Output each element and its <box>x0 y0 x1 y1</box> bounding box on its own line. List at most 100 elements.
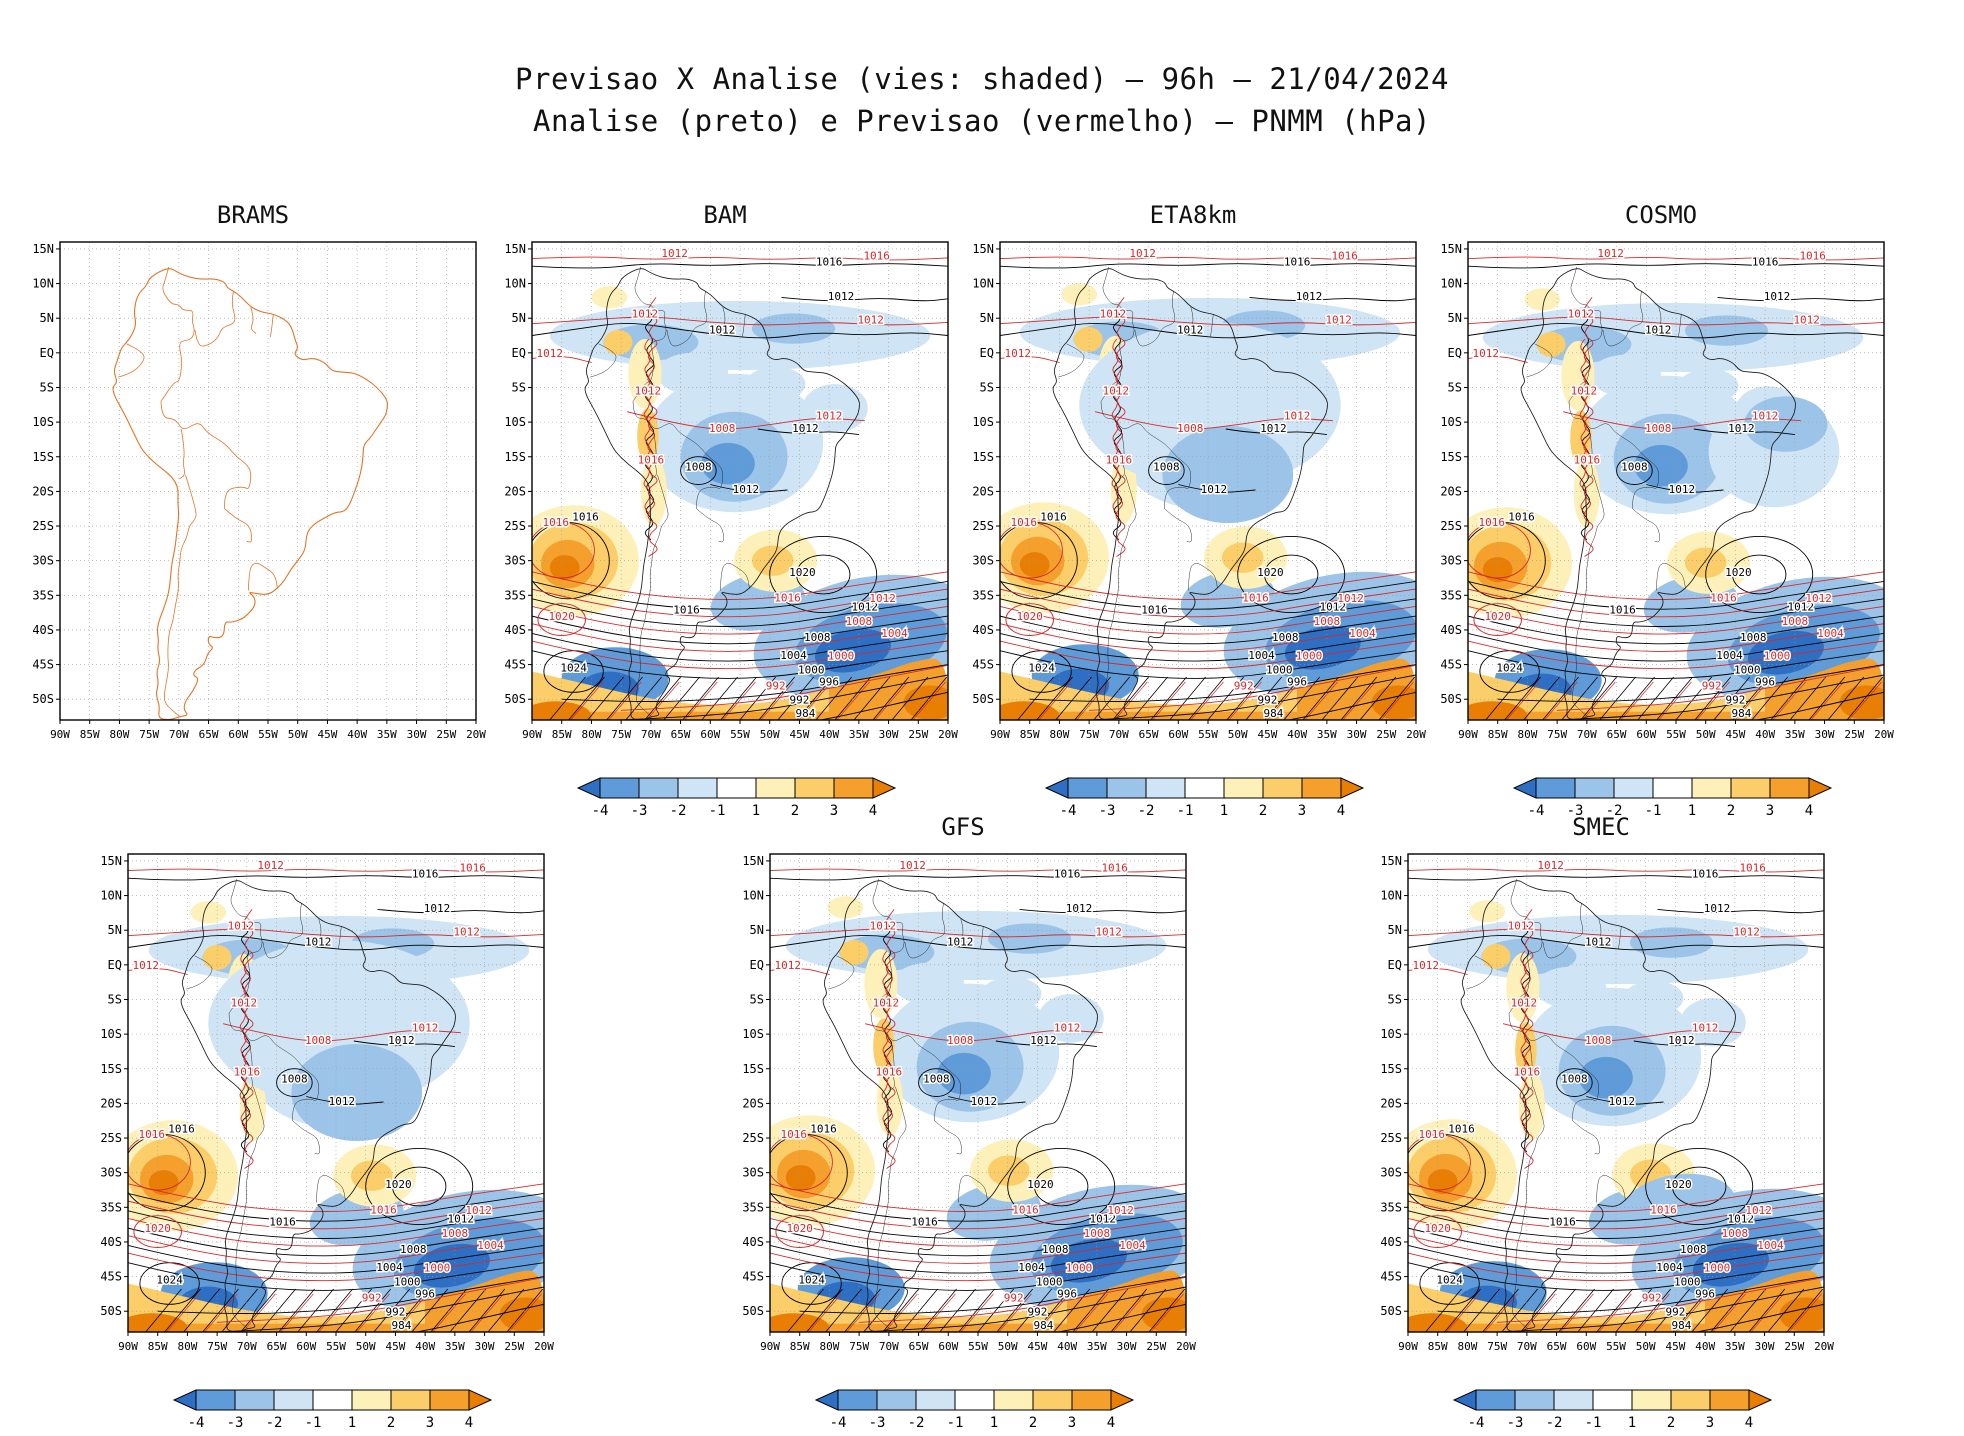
lat-tick-label: 10N <box>100 889 122 903</box>
colorbar-tick: -3 <box>1507 1415 1524 1431</box>
contour-label: 1024 <box>1496 662 1523 675</box>
contour-label: 996 <box>1057 1287 1077 1300</box>
colorbar-tick: 3 <box>1298 803 1306 819</box>
contour-label: 1012 <box>231 996 258 1009</box>
contour-label: 1004 <box>1817 627 1844 640</box>
contour-label: 1020 <box>1016 610 1042 623</box>
contour-label: 1024 <box>1436 1274 1463 1287</box>
contour-label: 1000 <box>1764 650 1791 663</box>
lat-tick-label: 20S <box>972 484 994 498</box>
lon-tick-label: 35W <box>1725 1340 1745 1353</box>
contour-label: 1012 <box>733 483 760 496</box>
map-geography <box>1520 266 1796 720</box>
contour-label: 992 <box>1004 1292 1024 1305</box>
lon-tick-label: 35W <box>1317 728 1337 741</box>
contour-label-layer: 1016101210121012100810121016102010241016… <box>1471 246 1846 722</box>
contour-label: 1020 <box>385 1178 412 1191</box>
lat-tick-label: 20S <box>100 1096 122 1110</box>
contour-label: 1016 <box>911 1215 938 1228</box>
lon-tick-label: 70W <box>237 1340 257 1353</box>
lat-tick-label: 15S <box>32 450 54 464</box>
lon-tick-label: 30W <box>1117 1340 1137 1353</box>
lon-tick-label: 80W <box>1457 1340 1477 1353</box>
map-smec: 1016101210121012100810121016102010241016… <box>1380 853 1834 1431</box>
contour-label: 1016 <box>1054 868 1081 881</box>
contour-label: 1012 <box>1793 314 1820 327</box>
lat-tick-label: 5N <box>108 923 122 937</box>
contour-label: 1016 <box>1040 511 1067 524</box>
lon-tick-label: 20W <box>1176 1340 1196 1353</box>
contour-label: 1012 <box>1129 247 1156 260</box>
contour-label: 1012 <box>1511 996 1538 1009</box>
colorbar-tick: -3 <box>1567 803 1584 819</box>
colorbar: -4 -3 -2 -1 1 2 3 4 <box>172 1389 493 1431</box>
contour-label: 1016 <box>1508 511 1535 524</box>
colorbar-tick: -1 <box>947 1415 964 1431</box>
lat-tick-label: 10N <box>972 277 994 291</box>
lon-tick-label: 70W <box>1517 1340 1537 1353</box>
colorbar-tick: 3 <box>830 803 838 819</box>
forecast-contours <box>532 256 948 711</box>
contour-label: 1012 <box>1054 1021 1081 1034</box>
colorbar: -4 -3 -2 -1 1 2 3 4 <box>576 777 897 819</box>
contour-label: 1012 <box>828 290 855 303</box>
panel-title-model5 <box>86 812 556 846</box>
contour-label: 1012 <box>792 422 819 435</box>
contour-label: 1016 <box>1650 1204 1677 1217</box>
contour-label: 1020 <box>1027 1178 1054 1191</box>
contour-label: 1012 <box>816 409 843 422</box>
lon-tick-label: 70W <box>1109 728 1129 741</box>
colorbar-tick: 2 <box>1727 803 1735 819</box>
contour-label: 1016 <box>234 1066 261 1079</box>
lat-tick-label: EQ <box>1448 346 1462 360</box>
lat-tick-label: 35S <box>100 1200 122 1214</box>
analysis-contours <box>128 875 544 1332</box>
analysis-contours <box>532 263 948 720</box>
lon-tick-label: 25W <box>908 728 928 741</box>
lon-tick-label: 60W <box>700 728 720 741</box>
lat-tick-label: 40S <box>32 623 54 637</box>
lat-tick-label: 15N <box>32 242 54 256</box>
lon-tick-label: 40W <box>1695 1340 1715 1353</box>
contour-label: 1016 <box>412 868 439 881</box>
contour-label-layer: 1016101210121012100810121016102010241016… <box>131 858 506 1334</box>
colorbar: -4 -3 -2 -1 1 2 3 4 <box>1512 777 1833 819</box>
graticule <box>770 854 1186 1332</box>
contour-label: 1012 <box>1107 1204 1134 1217</box>
contour-label: 984 <box>795 707 815 720</box>
lon-tick-label: 30W <box>1347 728 1367 741</box>
contour-label: 1012 <box>257 859 284 872</box>
lon-tick-label: 45W <box>789 728 809 741</box>
contour-label: 1008 <box>442 1227 469 1240</box>
lon-tick-label: 90W <box>760 1340 780 1353</box>
colorbar-tick: -3 <box>631 803 648 819</box>
contour-label: 984 <box>391 1319 411 1332</box>
lat-tick-label: 40S <box>1380 1235 1402 1249</box>
lon-tick-label: 60W <box>1636 728 1656 741</box>
lat-tick-label: 15S <box>742 1062 764 1076</box>
lon-tick-label: 80W <box>109 728 129 741</box>
lat-tick-label: 50S <box>100 1304 122 1318</box>
contour-label-layer: 1016101210121012100810121016102010241016… <box>773 858 1148 1334</box>
lon-tick-label: 90W <box>50 728 70 741</box>
lat-tick-label: 20S <box>32 484 54 498</box>
lon-tick-label: 20W <box>466 728 486 741</box>
lon-tick-label: 20W <box>1406 728 1426 741</box>
lon-tick-label: 80W <box>1049 728 1069 741</box>
colorbar-tick: -4 <box>1468 1415 1485 1431</box>
contour-label: 1012 <box>870 920 897 933</box>
contour-label: 1000 <box>424 1262 451 1275</box>
lat-tick-label: 15S <box>1440 450 1462 464</box>
lat-tick-label: 25S <box>1440 519 1462 533</box>
lon-tick-label: 90W <box>990 728 1010 741</box>
lon-tick-label: 40W <box>1287 728 1307 741</box>
lon-tick-label: 55W <box>1198 728 1218 741</box>
lon-tick-label: 30W <box>407 728 427 741</box>
contour-label: 996 <box>415 1287 435 1300</box>
map-cosmo: 1016101210121012100810121016102010241016… <box>1440 241 1894 819</box>
lat-tick-label: 45S <box>742 1270 764 1284</box>
axes: 15N 10N 5N EQ 5S 10S 15S 20S 25S 30S 35S 40S 45S 50S 9… <box>972 242 1426 741</box>
contour-label: 1016 <box>168 1123 195 1136</box>
forecast-contours <box>1468 256 1884 711</box>
contour-label: 1012 <box>661 247 688 260</box>
